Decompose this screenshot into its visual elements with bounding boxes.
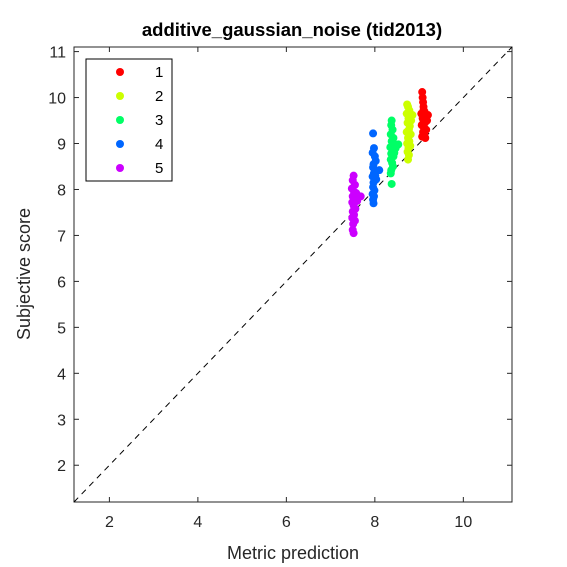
y-axis: 2 3 4 5 6 7 8 9 10 11 <box>48 45 512 475</box>
data-point-series-5 <box>349 219 358 228</box>
legend-box <box>85 58 173 182</box>
legend-label-1: 1 <box>155 64 163 81</box>
data-point-series-5 <box>353 196 362 205</box>
legend-marker-4 <box>116 140 124 148</box>
legend: 1 2 3 4 5 <box>85 58 173 182</box>
data-point-series-1 <box>419 106 428 115</box>
y-tick-label: 5 <box>57 320 66 337</box>
y-tick-label: 6 <box>57 274 66 291</box>
y-tick-label: 3 <box>57 412 66 429</box>
legend-marker-1 <box>116 68 124 76</box>
data-points <box>347 88 432 238</box>
legend-marker-2 <box>116 92 124 100</box>
legend-label-4: 4 <box>155 136 163 153</box>
data-point-series-4 <box>371 171 380 180</box>
data-point-series-4 <box>369 199 378 208</box>
x-tick-label: 6 <box>282 514 291 531</box>
x-tick-label: 10 <box>454 514 472 531</box>
y-axis-label: Subjective score <box>14 208 34 340</box>
y-tick-label: 10 <box>48 91 66 108</box>
data-point-series-1 <box>423 116 432 125</box>
legend-marker-3 <box>116 116 124 124</box>
x-axis-label: Metric prediction <box>227 543 359 563</box>
y-tick-label: 2 <box>57 458 66 475</box>
legend-label-5: 5 <box>155 160 163 177</box>
legend-label-2: 2 <box>155 88 163 105</box>
data-point-series-1 <box>421 134 430 142</box>
data-point-series-3 <box>390 148 399 157</box>
data-point-series-3 <box>387 179 396 188</box>
x-tick-label: 4 <box>193 514 202 531</box>
x-axis: 2 4 6 8 10 <box>105 47 472 531</box>
legend-label-3: 3 <box>155 112 163 129</box>
y-tick-label: 11 <box>49 45 66 62</box>
y-tick-label: 8 <box>57 182 66 199</box>
data-point-series-3 <box>386 169 395 178</box>
legend-marker-5 <box>116 164 124 172</box>
x-tick-label: 8 <box>370 514 379 531</box>
y-tick-label: 9 <box>57 137 66 154</box>
data-point-series-4 <box>369 129 378 138</box>
y-tick-label: 7 <box>57 228 66 245</box>
x-tick-label: 2 <box>105 514 114 531</box>
y-tick-label: 4 <box>57 366 66 383</box>
chart-title: additive_gaussian_noise (tid2013) <box>142 19 442 40</box>
data-point-series-5 <box>349 229 358 238</box>
data-point-series-2 <box>404 155 413 164</box>
